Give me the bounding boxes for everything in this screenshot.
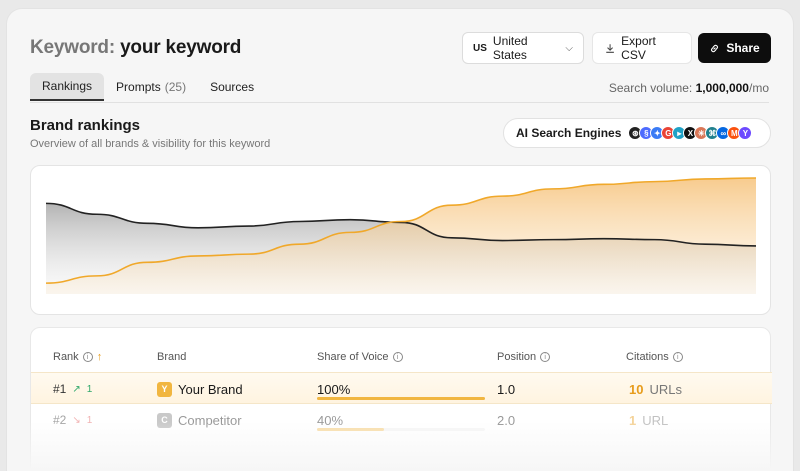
ai-engines-filter[interactable]: AI Search Engines ⊛ § ✦ G ▸ X ✳ ⌘ ∞ M Y [503,118,771,148]
country-label: United States [492,34,528,62]
position-cell: 1.0 [497,373,515,405]
engines-label: AI Search Engines [516,126,622,140]
section-subtitle: Overview of all brands & visibility for … [30,138,271,150]
page-title: Keyword: your keyword [30,37,241,59]
citations-unit: URLs [649,381,682,397]
series-line-0 [45,202,757,247]
sov-value: 100% [317,381,351,397]
tab-label: Prompts [116,80,161,94]
citations-count: 1 [629,412,637,428]
header-rank[interactable]: Rank i ↑ [53,351,102,363]
header-citations[interactable]: Citations i [626,351,683,363]
search-volume-unit: /mo [748,81,769,95]
export-label: Export CSV [621,34,656,62]
rank-value: #1 [53,382,67,396]
position-value: 1.0 [497,381,516,397]
series-line-1 [45,177,757,284]
search-volume-value: 1,000,000 [695,81,749,95]
header-position[interactable]: Position i [497,351,551,363]
title-prefix: Keyword: [30,37,115,58]
tab-bar: Rankings Prompts (25) Sources [30,73,266,101]
tab-count: (25) [164,80,187,94]
header-label: Citations [626,351,669,363]
header-label: Position [497,351,537,363]
link-icon [711,44,719,52]
keyword-panel: Keyword: your keyword US United States ⌵… [6,8,794,471]
search-volume: Search volume: 1,000,000/mo [609,81,769,95]
header-sov[interactable]: Share of Voice i [317,351,403,363]
tab-prompts[interactable]: Prompts (25) [104,73,198,101]
rank-delta: 1 [86,383,93,395]
llama-icon: Y [738,126,753,140]
country-code: US [473,42,487,54]
bottom-fade [7,421,793,471]
header-label: Share of Voice [317,351,389,363]
title-keyword: your keyword [120,37,242,58]
engine-icon-stack: ⊛ § ✦ G ▸ X ✳ ⌘ ∞ M Y [628,126,753,140]
brand-avatar: Y [157,381,172,397]
divider [30,102,769,103]
info-icon: i [392,352,403,362]
tab-label: Sources [210,80,255,94]
info-icon: i [540,352,551,362]
rankings-chart [30,165,771,315]
citations-cell: 10 URLs [629,373,682,405]
citations-count: 10 [629,381,644,397]
table-row[interactable]: #1 ↗ 1 Y Your Brand 100% 1.0 10 URLs [31,372,772,404]
header-label: Rank [53,351,79,363]
country-select[interactable]: US United States ⌵ [462,32,584,64]
brand-cell: Y Your Brand [157,373,243,405]
area-chart [45,177,757,294]
download-icon [606,43,614,53]
info-icon: i [82,352,93,362]
chevron-down-icon: ⌵ [565,42,573,54]
rank-delta: 1 [86,414,93,426]
sort-arrow-up-icon: ↑ [96,351,103,363]
trend-down-icon: ↘ [72,414,81,426]
series-area-1 [46,178,756,294]
tab-rankings[interactable]: Rankings [30,73,105,101]
share-button[interactable]: Share [698,33,771,63]
google-icon: G [661,126,676,140]
sov-cell: 100% [317,373,350,405]
info-icon: i [672,352,683,362]
tab-sources[interactable]: Sources [198,73,266,101]
tab-label: Rankings [42,79,93,93]
brand-name: Your Brand [178,381,243,397]
claude-icon: ✳ [694,126,709,140]
export-csv-button[interactable]: Export CSV [592,32,692,64]
sov-bar [317,397,485,400]
header-label: Brand [157,351,187,363]
share-label: Share [726,41,760,55]
trend-up-icon: ↗ [72,383,81,395]
section-title: Brand rankings [30,117,141,134]
rank-cell: #1 ↗ 1 [53,373,92,405]
header-brand[interactable]: Brand [157,351,186,363]
search-volume-label: Search volume: [608,81,693,95]
